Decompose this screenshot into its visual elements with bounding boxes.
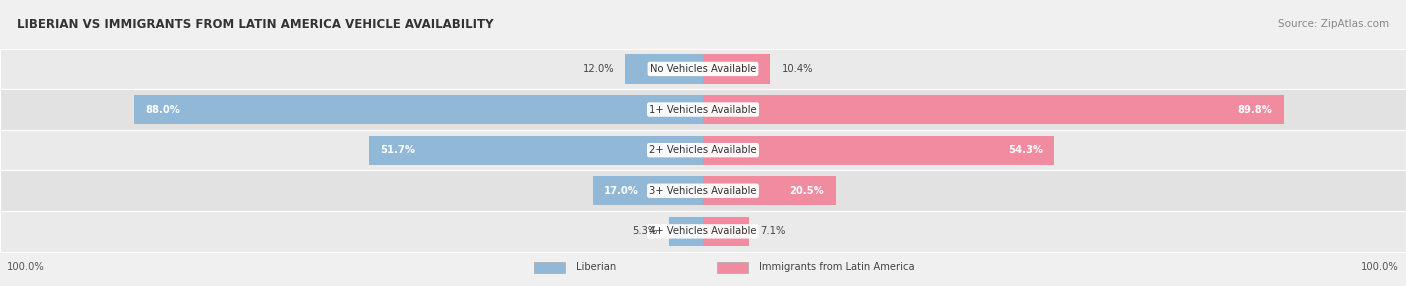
Text: 10.4%: 10.4% xyxy=(782,64,813,74)
FancyBboxPatch shape xyxy=(703,136,1054,165)
FancyBboxPatch shape xyxy=(703,176,835,205)
Bar xyxy=(534,262,565,273)
FancyBboxPatch shape xyxy=(626,54,703,84)
Text: 1+ Vehicles Available: 1+ Vehicles Available xyxy=(650,105,756,114)
FancyBboxPatch shape xyxy=(0,89,1406,130)
FancyBboxPatch shape xyxy=(703,217,749,246)
FancyBboxPatch shape xyxy=(0,130,1406,170)
FancyBboxPatch shape xyxy=(0,49,1406,89)
Text: 2+ Vehicles Available: 2+ Vehicles Available xyxy=(650,145,756,155)
Text: 88.0%: 88.0% xyxy=(145,105,180,114)
Bar xyxy=(717,262,748,273)
Text: Liberian: Liberian xyxy=(576,262,617,272)
Text: 4+ Vehicles Available: 4+ Vehicles Available xyxy=(650,227,756,236)
Text: Immigrants from Latin America: Immigrants from Latin America xyxy=(759,262,915,272)
Text: 20.5%: 20.5% xyxy=(790,186,824,196)
Text: LIBERIAN VS IMMIGRANTS FROM LATIN AMERICA VEHICLE AVAILABILITY: LIBERIAN VS IMMIGRANTS FROM LATIN AMERIC… xyxy=(17,18,494,31)
Text: 17.0%: 17.0% xyxy=(605,186,640,196)
FancyBboxPatch shape xyxy=(134,95,703,124)
FancyBboxPatch shape xyxy=(0,170,1406,211)
Text: 7.1%: 7.1% xyxy=(761,227,786,236)
Text: Source: ZipAtlas.com: Source: ZipAtlas.com xyxy=(1278,19,1389,29)
Text: No Vehicles Available: No Vehicles Available xyxy=(650,64,756,74)
Text: 3+ Vehicles Available: 3+ Vehicles Available xyxy=(650,186,756,196)
FancyBboxPatch shape xyxy=(593,176,703,205)
FancyBboxPatch shape xyxy=(368,136,703,165)
Text: 5.3%: 5.3% xyxy=(633,227,658,236)
Text: 54.3%: 54.3% xyxy=(1008,145,1043,155)
Text: 12.0%: 12.0% xyxy=(582,64,614,74)
Text: 89.8%: 89.8% xyxy=(1237,105,1272,114)
FancyBboxPatch shape xyxy=(669,217,703,246)
Text: 100.0%: 100.0% xyxy=(1361,262,1399,272)
FancyBboxPatch shape xyxy=(703,54,770,84)
Text: 51.7%: 51.7% xyxy=(380,145,415,155)
FancyBboxPatch shape xyxy=(703,95,1284,124)
Text: 100.0%: 100.0% xyxy=(7,262,45,272)
FancyBboxPatch shape xyxy=(0,211,1406,252)
